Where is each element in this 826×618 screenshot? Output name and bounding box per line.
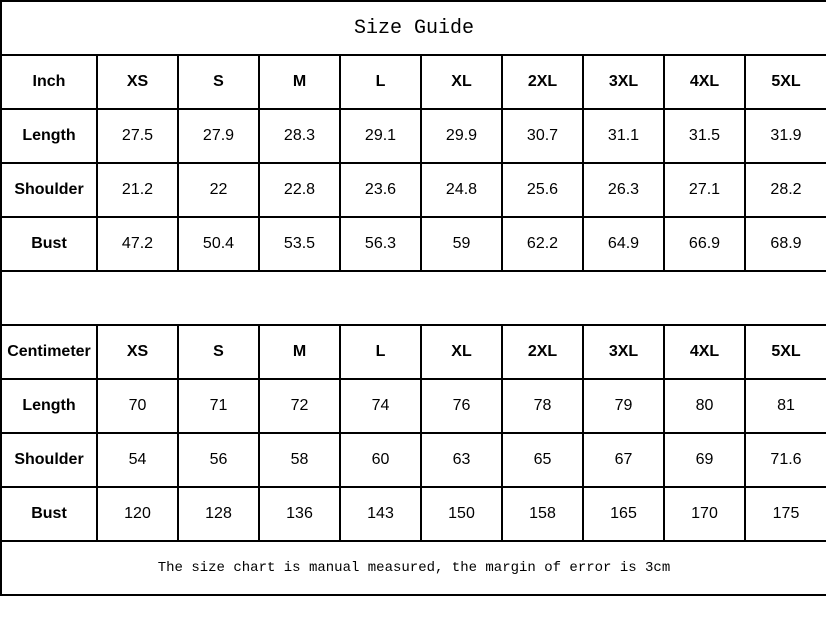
measurement-cell: 22.8 bbox=[258, 162, 341, 218]
spacer-cell bbox=[0, 270, 826, 326]
unit-header: Inch bbox=[0, 54, 98, 110]
size-header-xl: XL bbox=[420, 54, 503, 110]
table-row: Shoulder 21.2 22 22.8 23.6 24.8 25.6 26.3 27.1 28… bbox=[0, 162, 826, 218]
measurement-cell: 22 bbox=[177, 162, 260, 218]
row-label-length: Length bbox=[0, 108, 98, 164]
measurement-cell: 54 bbox=[96, 432, 179, 488]
measurement-cell: 170 bbox=[663, 486, 746, 542]
row-label-shoulder: Shoulder bbox=[0, 432, 98, 488]
measurement-cell: 71 bbox=[177, 378, 260, 434]
size-header-l: L bbox=[339, 324, 422, 380]
measurement-cell: 120 bbox=[96, 486, 179, 542]
measurement-cell: 67 bbox=[582, 432, 665, 488]
spacer-row bbox=[0, 270, 826, 326]
size-header-l: L bbox=[339, 54, 422, 110]
measurement-cell: 23.6 bbox=[339, 162, 422, 218]
measurement-cell: 136 bbox=[258, 486, 341, 542]
measurement-cell: 25.6 bbox=[501, 162, 584, 218]
measurement-cell: 27.1 bbox=[663, 162, 746, 218]
measurement-cell: 56.3 bbox=[339, 216, 422, 272]
size-header-xs: XS bbox=[96, 54, 179, 110]
table-row: Length 27.5 27.9 28.3 29.1 29.9 30.7 31.1 31.5 31… bbox=[0, 108, 826, 164]
measurement-cell: 143 bbox=[339, 486, 422, 542]
measurement-cell: 26.3 bbox=[582, 162, 665, 218]
measurement-cell: 31.9 bbox=[744, 108, 826, 164]
size-header-2xl: 2XL bbox=[501, 324, 584, 380]
size-header-m: M bbox=[258, 54, 341, 110]
table-row: Length 70 71 72 74 76 78 79 80 81 bbox=[0, 378, 826, 434]
measurement-cell: 76 bbox=[420, 378, 503, 434]
size-header-3xl: 3XL bbox=[582, 324, 665, 380]
measurement-cell: 79 bbox=[582, 378, 665, 434]
table-row: Bust 47.2 50.4 53.5 56.3 59 62.2 64.9 66.9 68.9 bbox=[0, 216, 826, 272]
size-header-2xl: 2XL bbox=[501, 54, 584, 110]
measurement-cell: 72 bbox=[258, 378, 341, 434]
title-row: Size Guide bbox=[0, 0, 826, 56]
measurement-cell: 69 bbox=[663, 432, 746, 488]
table-row: Shoulder 54 56 58 60 63 65 67 69 71.6 bbox=[0, 432, 826, 488]
measurement-cell: 165 bbox=[582, 486, 665, 542]
measurement-cell: 58 bbox=[258, 432, 341, 488]
size-header-4xl: 4XL bbox=[663, 324, 746, 380]
measurement-cell: 81 bbox=[744, 378, 826, 434]
measurement-cell: 28.3 bbox=[258, 108, 341, 164]
size-table: Size Guide Inch XS S M L XL 2XL 3XL 4XL 5XL Length 2… bbox=[0, 0, 826, 596]
measurement-cell: 78 bbox=[501, 378, 584, 434]
measurement-note: The size chart is manual measured, the m… bbox=[0, 540, 826, 596]
measurement-cell: 74 bbox=[339, 378, 422, 434]
measurement-cell: 53.5 bbox=[258, 216, 341, 272]
size-header-s: S bbox=[177, 54, 260, 110]
measurement-cell: 31.5 bbox=[663, 108, 746, 164]
measurement-cell: 80 bbox=[663, 378, 746, 434]
size-header-5xl: 5XL bbox=[744, 324, 826, 380]
measurement-cell: 56 bbox=[177, 432, 260, 488]
measurement-cell: 31.1 bbox=[582, 108, 665, 164]
measurement-cell: 158 bbox=[501, 486, 584, 542]
measurement-cell: 150 bbox=[420, 486, 503, 542]
measurement-cell: 68.9 bbox=[744, 216, 826, 272]
measurement-cell: 50.4 bbox=[177, 216, 260, 272]
unit-header: Centimeter bbox=[0, 324, 98, 380]
measurement-cell: 29.1 bbox=[339, 108, 422, 164]
measurement-cell: 175 bbox=[744, 486, 826, 542]
measurement-cell: 24.8 bbox=[420, 162, 503, 218]
row-label-length: Length bbox=[0, 378, 98, 434]
size-header-xl: XL bbox=[420, 324, 503, 380]
size-header-m: M bbox=[258, 324, 341, 380]
table-row: Bust 120 128 136 143 150 158 165 170 175 bbox=[0, 486, 826, 542]
measurement-cell: 28.2 bbox=[744, 162, 826, 218]
page-title: Size Guide bbox=[0, 0, 826, 56]
measurement-cell: 128 bbox=[177, 486, 260, 542]
size-header-5xl: 5XL bbox=[744, 54, 826, 110]
measurement-cell: 21.2 bbox=[96, 162, 179, 218]
measurement-cell: 30.7 bbox=[501, 108, 584, 164]
row-label-bust: Bust bbox=[0, 216, 98, 272]
size-header-xs: XS bbox=[96, 324, 179, 380]
size-header-s: S bbox=[177, 324, 260, 380]
measurement-cell: 27.9 bbox=[177, 108, 260, 164]
header-row: Centimeter XS S M L XL 2XL 3XL 4XL 5XL bbox=[0, 324, 826, 380]
header-row: Inch XS S M L XL 2XL 3XL 4XL 5XL bbox=[0, 54, 826, 110]
size-header-3xl: 3XL bbox=[582, 54, 665, 110]
measurement-cell: 65 bbox=[501, 432, 584, 488]
measurement-cell: 62.2 bbox=[501, 216, 584, 272]
size-header-4xl: 4XL bbox=[663, 54, 746, 110]
measurement-cell: 59 bbox=[420, 216, 503, 272]
measurement-cell: 29.9 bbox=[420, 108, 503, 164]
measurement-cell: 70 bbox=[96, 378, 179, 434]
measurement-cell: 60 bbox=[339, 432, 422, 488]
measurement-cell: 64.9 bbox=[582, 216, 665, 272]
note-row: The size chart is manual measured, the m… bbox=[0, 540, 826, 596]
row-label-shoulder: Shoulder bbox=[0, 162, 98, 218]
measurement-cell: 71.6 bbox=[744, 432, 826, 488]
measurement-cell: 66.9 bbox=[663, 216, 746, 272]
row-label-bust: Bust bbox=[0, 486, 98, 542]
measurement-cell: 63 bbox=[420, 432, 503, 488]
measurement-cell: 47.2 bbox=[96, 216, 179, 272]
measurement-cell: 27.5 bbox=[96, 108, 179, 164]
